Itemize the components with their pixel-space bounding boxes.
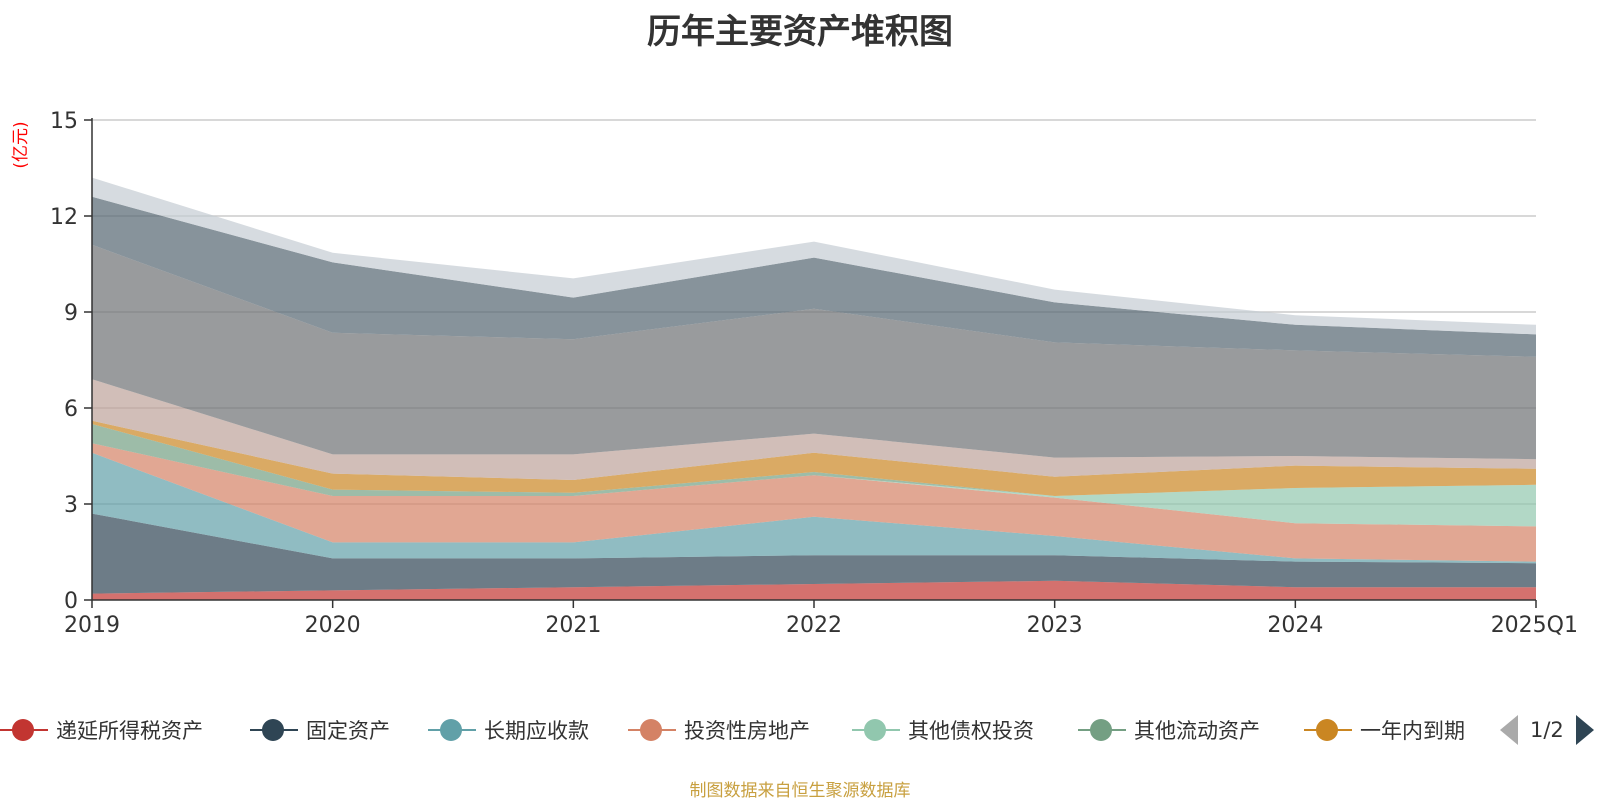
legend-marker-icon xyxy=(428,718,476,742)
legend-next-page-icon[interactable] xyxy=(1575,715,1594,745)
legend-item[interactable]: 一年内到期 xyxy=(1304,712,1465,748)
area-series-1[interactable] xyxy=(92,513,1536,594)
area-series-0[interactable] xyxy=(92,580,1536,600)
legend-pager: 1/2 xyxy=(1500,712,1594,748)
legend-item[interactable]: 长期应收款 xyxy=(428,712,589,748)
legend-marker-icon xyxy=(1304,718,1352,742)
legend-item[interactable]: 固定资产 xyxy=(250,712,390,748)
legend-marker-icon xyxy=(0,718,48,742)
area-series-2[interactable] xyxy=(92,452,1536,564)
legend-label: 其他流动资产 xyxy=(1134,719,1260,743)
legend-label: 递延所得税资产 xyxy=(56,719,203,743)
x-tick-label: 2022 xyxy=(786,613,842,638)
x-tick-label: 2021 xyxy=(545,613,601,638)
x-tick-label: 2019 xyxy=(64,613,120,638)
area-series-9[interactable] xyxy=(92,196,1536,357)
y-tick-label: 0 xyxy=(64,589,78,614)
axes: 0 3 6 9 12 15 2019 2020 2021 2022 2023 2024 2025Q1 xyxy=(50,109,1578,638)
legend-marker-icon xyxy=(628,718,676,742)
legend-label: 投资性房地产 xyxy=(684,719,810,743)
stacked-area-chart: 0 3 6 9 12 15 2019 2020 2021 2022 2023 2024 2025Q1 (… xyxy=(11,109,1578,638)
source-note: 制图数据来自恒生聚源数据库 xyxy=(689,781,911,801)
area-series-7[interactable] xyxy=(92,379,1536,480)
legend-page-indicator: 1/2 xyxy=(1530,718,1564,742)
legend-label: 一年内到期 xyxy=(1360,719,1465,743)
legend-item[interactable]: 投资性房地产 xyxy=(628,712,810,748)
area-series-3[interactable] xyxy=(92,443,1536,562)
y-axis-unit-label: (亿元) xyxy=(11,121,31,168)
legend-marker-icon xyxy=(250,718,298,742)
legend-label: 长期应收款 xyxy=(484,719,589,743)
legend-item[interactable]: 递延所得税资产 xyxy=(0,712,203,748)
x-tick-label: 2024 xyxy=(1267,613,1323,638)
area-series-4[interactable] xyxy=(92,443,1536,527)
chart-title: 历年主要资产堆积图 xyxy=(647,12,953,52)
legend-marker-icon xyxy=(1078,718,1126,742)
y-tick-label: 9 xyxy=(64,301,78,326)
x-tick-label: 2025Q1 xyxy=(1491,613,1578,638)
legend-label: 固定资产 xyxy=(306,719,390,743)
legend-label: 其他债权投资 xyxy=(908,719,1034,743)
y-tick-label: 12 xyxy=(50,205,78,230)
legend-marker-icon xyxy=(852,718,900,742)
y-tick-label: 3 xyxy=(64,493,78,518)
area-series-10[interactable] xyxy=(92,177,1536,335)
legend: 递延所得税资产 固定资产 长期应收款 投资性房地产 其他债权投资 其他流动资产 一年内到期 xyxy=(0,712,1600,752)
legend-item[interactable]: 其他债权投资 xyxy=(852,712,1034,748)
area-series-6[interactable] xyxy=(92,420,1536,496)
area-series-8[interactable] xyxy=(92,244,1536,460)
y-tick-label: 6 xyxy=(64,397,78,422)
x-tick-label: 2023 xyxy=(1027,613,1083,638)
area-series xyxy=(92,177,1536,600)
legend-prev-page-icon[interactable] xyxy=(1500,715,1518,745)
y-tick-label: 15 xyxy=(50,109,78,134)
x-tick-label: 2020 xyxy=(305,613,361,638)
legend-item[interactable]: 其他流动资产 xyxy=(1078,712,1260,748)
